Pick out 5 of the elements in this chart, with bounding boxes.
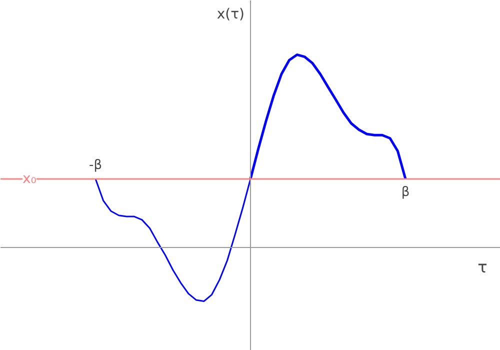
- annotation: β: [401, 184, 410, 200]
- y-axis-title: x(τ): [216, 6, 245, 22]
- x-axis-title: τ: [478, 258, 488, 277]
- annotation: -β: [89, 158, 102, 173]
- ref-line-label: x₀: [22, 170, 37, 187]
